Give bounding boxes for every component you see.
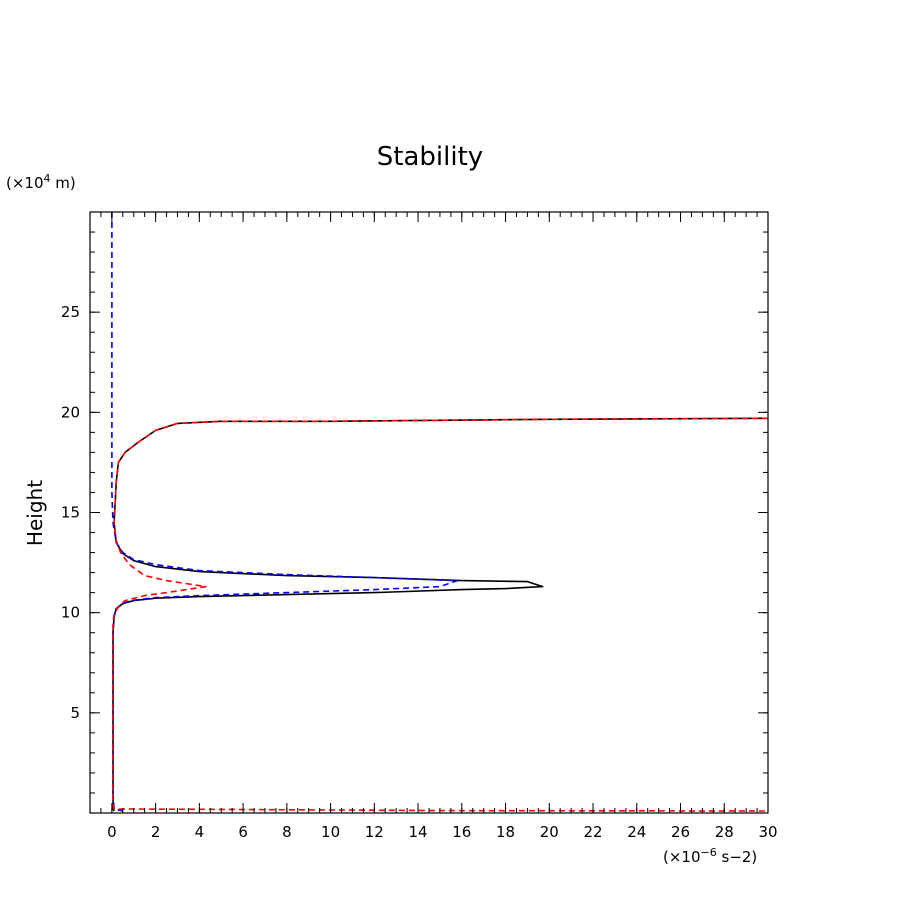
x-tick-label: 0: [107, 823, 117, 841]
x-tick-label: 20: [540, 823, 559, 841]
y-tick-label: 15: [61, 504, 80, 522]
y-axis-title: Height: [23, 480, 47, 546]
y-tick-label: 5: [70, 704, 80, 722]
series-line-3: [112, 417, 769, 812]
x-tick-label: 16: [452, 823, 471, 841]
x-tick-label: 26: [671, 823, 690, 841]
x-tick-label: 10: [321, 823, 340, 841]
series-line-2: [111, 212, 459, 812]
y-tick-label: 25: [61, 303, 80, 321]
x-unit-label: (×10−6 s−2): [663, 846, 757, 866]
x-tick-label: 2: [151, 823, 161, 841]
x-tick-label: 30: [758, 823, 777, 841]
y-tick-label: 10: [61, 604, 80, 622]
series-layer: [111, 212, 769, 812]
y-tick-label: 20: [61, 403, 80, 421]
x-tick-label: 28: [715, 823, 734, 841]
x-tick-label: 6: [238, 823, 248, 841]
plot-frame: [89, 211, 769, 814]
chart-title: Stability: [377, 142, 483, 172]
y-unit-label: (×104 m): [6, 172, 76, 192]
ticks-layer: [89, 211, 769, 814]
x-tick-label: 18: [496, 823, 515, 841]
x-tick-label: 22: [583, 823, 602, 841]
x-tick-label: 12: [365, 823, 384, 841]
series-line-1: [112, 417, 769, 812]
x-tick-label: 24: [627, 823, 646, 841]
x-tick-label: 14: [409, 823, 428, 841]
x-tick-label: 8: [282, 823, 292, 841]
x-tick-label: 4: [195, 823, 205, 841]
